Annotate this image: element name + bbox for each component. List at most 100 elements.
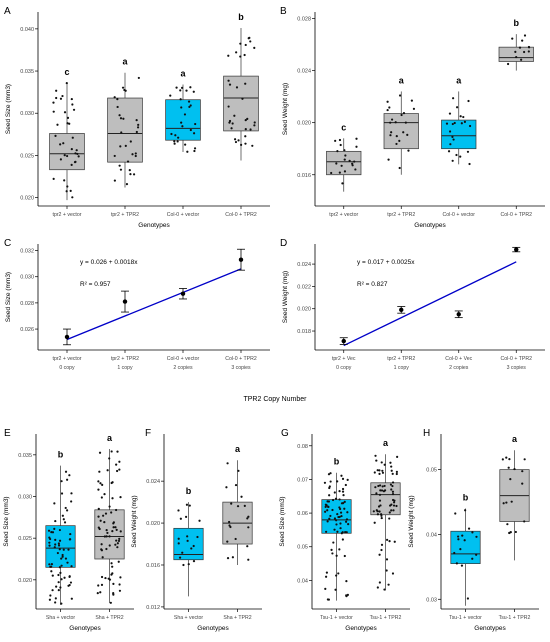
mean-point — [238, 257, 244, 262]
significance-letter: a — [107, 433, 113, 443]
box-iqr — [498, 46, 534, 62]
data-point — [402, 131, 405, 134]
data-point — [186, 150, 189, 153]
data-point — [111, 497, 114, 500]
box-group: b — [321, 457, 352, 601]
data-point — [393, 540, 396, 543]
data-point — [103, 521, 106, 524]
data-point — [343, 149, 346, 152]
data-point — [180, 86, 184, 89]
data-point — [56, 123, 59, 126]
data-point — [389, 121, 392, 124]
box-group: c — [49, 67, 85, 201]
data-point — [515, 55, 518, 59]
x-tick-label: Col-0 + TPR2 — [501, 212, 533, 218]
data-point — [97, 526, 100, 529]
data-point — [59, 97, 63, 100]
data-point — [391, 472, 394, 475]
data-point — [65, 81, 68, 85]
data-point — [520, 58, 523, 61]
data-point — [329, 514, 332, 518]
data-point — [228, 520, 231, 524]
data-point — [505, 501, 508, 504]
y-axis-label: Seed Size (mm3) — [5, 84, 12, 134]
data-point — [131, 153, 134, 156]
data-point — [77, 155, 80, 158]
y-tick-label: 0.020 — [297, 121, 311, 127]
data-point — [386, 100, 389, 103]
data-point — [48, 544, 51, 547]
mean-point — [514, 247, 519, 252]
data-point — [74, 152, 77, 155]
y-tick-label: 0.05 — [297, 545, 308, 551]
data-point — [136, 126, 140, 129]
data-point — [378, 553, 381, 556]
data-point — [347, 523, 350, 526]
data-point — [110, 511, 113, 514]
data-point — [66, 116, 70, 119]
data-point — [406, 133, 409, 136]
data-point — [329, 472, 332, 475]
data-point — [63, 521, 67, 524]
y-tick-label: 0.025 — [18, 536, 32, 542]
data-point — [55, 96, 58, 100]
data-point — [124, 144, 127, 147]
data-point — [100, 543, 103, 546]
data-point — [513, 467, 516, 471]
data-point — [390, 469, 393, 472]
x-axis-label: Genotypes — [414, 222, 446, 229]
data-point — [231, 556, 234, 559]
data-point — [391, 498, 395, 502]
data-point — [380, 543, 384, 546]
data-point — [385, 558, 389, 561]
significance-letter: b — [186, 486, 192, 496]
data-point — [50, 562, 54, 566]
data-point — [398, 139, 401, 142]
data-point — [99, 591, 102, 594]
data-point — [461, 534, 464, 537]
data-point — [178, 556, 182, 559]
y-tick-label: 0.030 — [18, 495, 32, 501]
data-point — [230, 502, 233, 505]
y-tick-label: 0.024 — [297, 69, 311, 75]
x-tick-label: tpr2 + TPR2 — [111, 212, 139, 218]
data-point — [466, 150, 470, 153]
data-point — [61, 514, 64, 517]
data-point — [247, 558, 250, 561]
data-point — [333, 491, 336, 494]
data-point — [459, 548, 462, 551]
data-point — [390, 509, 393, 512]
data-point — [337, 515, 340, 519]
data-point — [244, 43, 247, 47]
significance-letter: a — [383, 438, 389, 448]
data-point — [392, 504, 396, 507]
x-tick-label: Col-0 + vector — [167, 212, 200, 218]
panel-h: H 0.03 0.04 0.05 Seed Weight (mg) Tsu-1 + vec… — [408, 428, 539, 632]
data-point — [518, 46, 522, 49]
data-point — [58, 539, 62, 542]
data-point — [108, 457, 111, 460]
data-point — [391, 492, 395, 496]
y-tick-label: 0.028 — [297, 17, 311, 23]
data-point — [249, 40, 252, 43]
x-axis-label: Genotypes — [474, 625, 506, 632]
data-point — [388, 517, 391, 520]
data-point — [246, 545, 249, 548]
data-point — [340, 502, 344, 505]
data-point — [116, 105, 119, 109]
data-point — [447, 150, 451, 153]
data-point — [110, 562, 113, 565]
data-point — [385, 569, 388, 572]
data-point — [323, 481, 327, 484]
data-point — [253, 46, 256, 50]
data-point — [445, 122, 449, 125]
copy-number-label: 0 copy — [59, 365, 75, 371]
data-point — [335, 554, 338, 557]
data-point — [112, 526, 115, 529]
data-point — [169, 94, 172, 97]
data-point — [348, 159, 351, 162]
data-point — [339, 143, 342, 147]
mean-point — [122, 299, 128, 304]
data-point — [187, 563, 190, 566]
data-point — [344, 483, 347, 487]
